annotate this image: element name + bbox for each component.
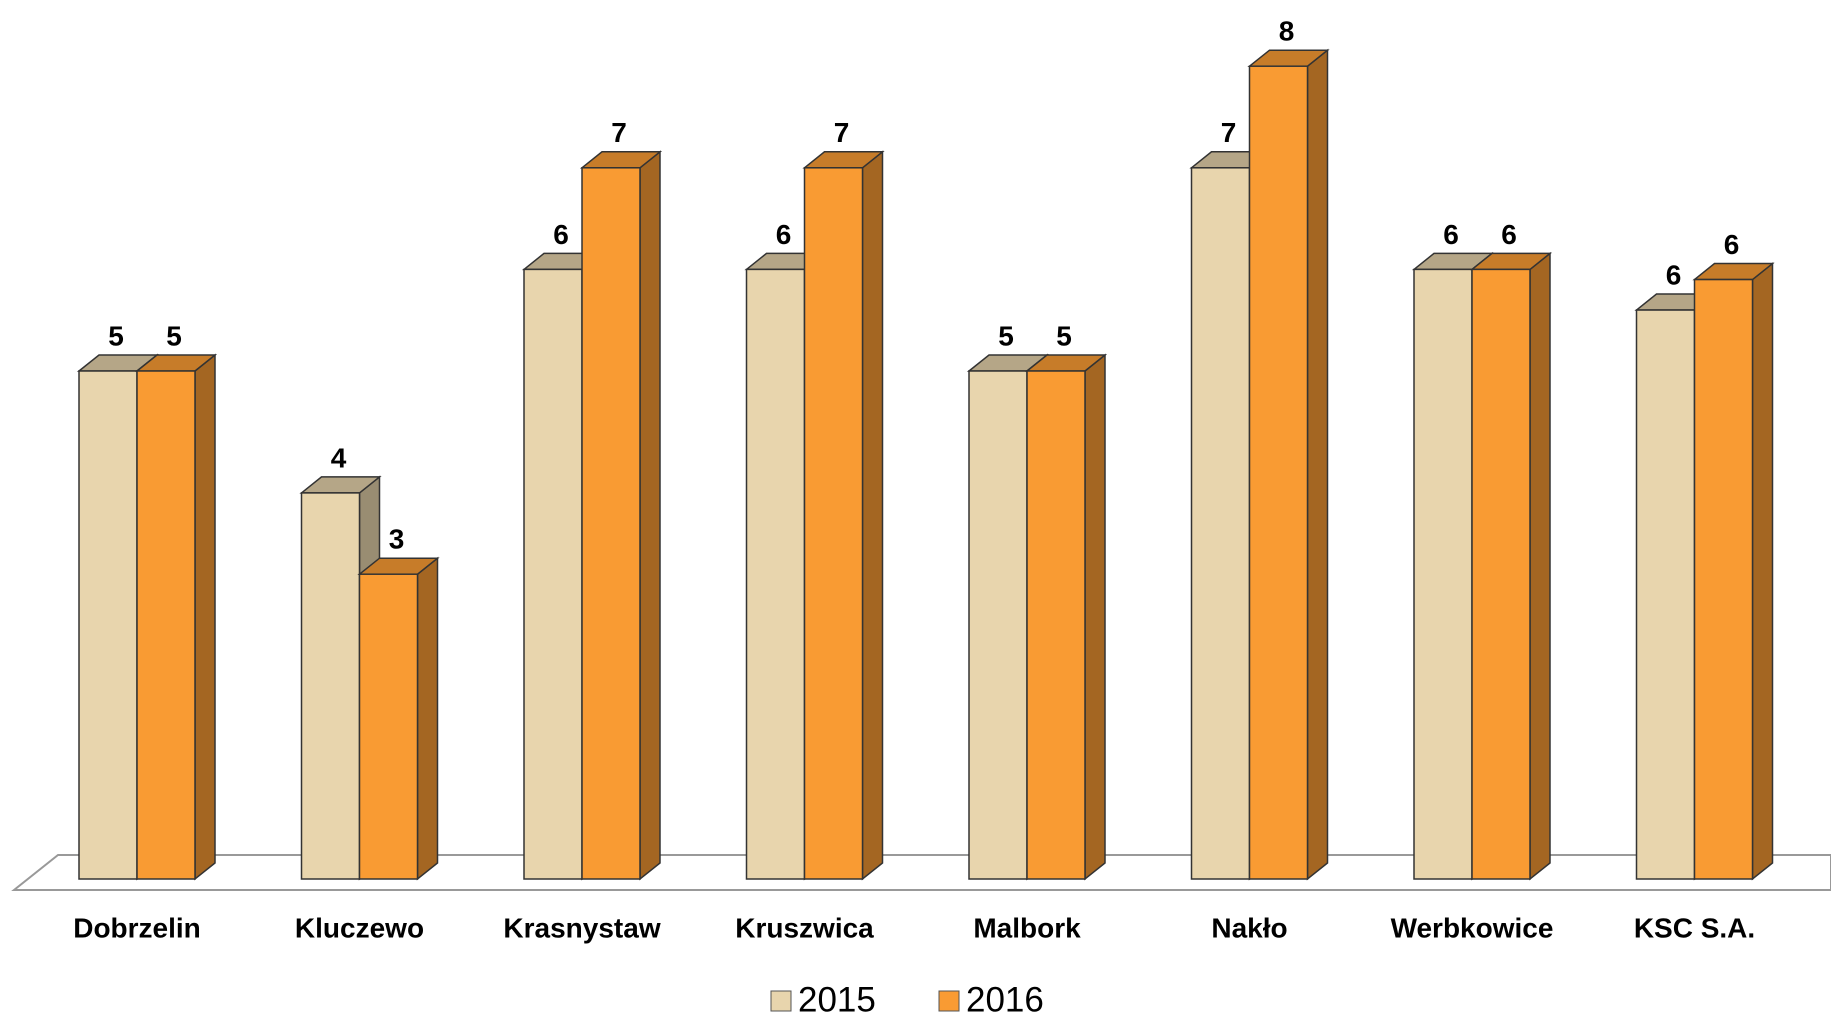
x-tick-label: Krasnystaw xyxy=(503,912,660,943)
x-tick-label: Kruszwica xyxy=(735,912,874,943)
data-label: 4 xyxy=(331,442,347,473)
bar xyxy=(745,268,806,880)
legend-swatch xyxy=(938,990,960,1012)
legend-swatch xyxy=(770,990,792,1012)
floor xyxy=(11,854,1831,891)
bar-side xyxy=(861,150,884,881)
data-label: 7 xyxy=(611,117,627,148)
bar xyxy=(78,370,138,880)
data-label: 6 xyxy=(776,219,792,250)
bar xyxy=(1190,167,1251,880)
bar-side xyxy=(416,556,439,881)
bar xyxy=(1693,278,1754,880)
x-tick-label: Kluczewo xyxy=(295,912,424,943)
bar-side xyxy=(1306,48,1329,881)
bar xyxy=(136,370,196,880)
bar-side xyxy=(1751,261,1774,881)
bar xyxy=(300,492,361,880)
data-label: 6 xyxy=(1443,219,1459,250)
bar xyxy=(581,167,641,880)
bar-side xyxy=(639,150,661,881)
bar xyxy=(1635,309,1696,880)
data-label: 5 xyxy=(166,320,182,351)
x-tick-label: KSC S.A. xyxy=(1634,912,1755,943)
bar xyxy=(1471,268,1531,880)
bar-side xyxy=(194,353,216,881)
bar xyxy=(1026,370,1086,880)
data-label: 6 xyxy=(1666,259,1682,290)
legend-label: 2015 xyxy=(798,980,876,1018)
data-label: 6 xyxy=(1724,229,1740,260)
data-label: 6 xyxy=(1501,219,1517,250)
x-tick-label: Dobrzelin xyxy=(73,912,201,943)
data-label: 8 xyxy=(1279,16,1295,47)
data-label: 5 xyxy=(1056,320,1072,351)
legend-label: 2016 xyxy=(966,980,1044,1018)
data-label: 7 xyxy=(834,117,850,148)
bar xyxy=(358,573,419,880)
data-label: 3 xyxy=(389,524,405,555)
bar-side xyxy=(1084,353,1106,881)
data-label: 5 xyxy=(108,320,124,351)
x-tick-label: Nakło xyxy=(1211,912,1287,943)
data-label: 6 xyxy=(553,219,569,250)
data-label: 5 xyxy=(998,320,1014,351)
bar xyxy=(1413,268,1473,880)
data-label: 7 xyxy=(1221,117,1237,148)
bar xyxy=(1248,65,1309,880)
bar xyxy=(523,268,583,880)
x-tick-label: Werbkowice xyxy=(1391,912,1554,943)
x-tick-label: Malbork xyxy=(973,912,1081,943)
bar xyxy=(968,370,1028,880)
bar-side xyxy=(1529,251,1551,881)
bar xyxy=(803,167,864,880)
